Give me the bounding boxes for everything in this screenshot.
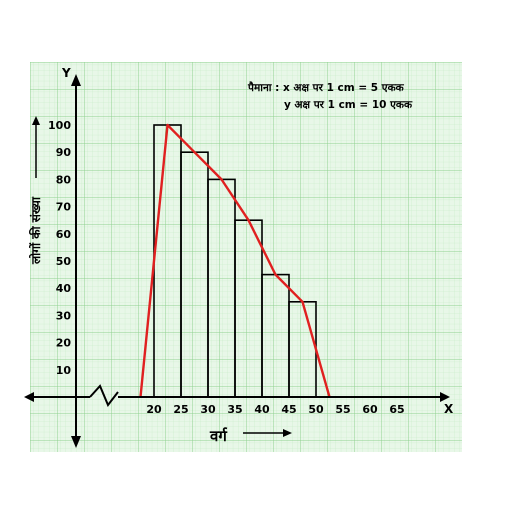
scale-line-2: y अक्ष पर 1 cm = 10 एकक xyxy=(284,99,413,111)
x-tick-labels: 20 25 30 35 40 45 50 55 60 65 xyxy=(146,403,404,416)
x-axis-label: वर्ग xyxy=(209,427,228,445)
y-tick-label: 50 xyxy=(56,255,72,268)
x-tick-label: 60 xyxy=(362,403,378,416)
scale-line-1: पैमाना : x अक्ष पर 1 cm = 5 एकक xyxy=(247,81,405,94)
y-tick-label: 10 xyxy=(56,364,72,377)
y-tick-label: 80 xyxy=(56,173,72,186)
x-tick-label: 65 xyxy=(389,403,404,416)
x-tick-label: 20 xyxy=(146,403,162,416)
y-axis-arrow-bottom xyxy=(71,436,81,448)
y-tick-label: 60 xyxy=(56,228,72,241)
x-axis-arrow-right xyxy=(440,392,450,402)
x-label-arrow-head xyxy=(283,429,292,437)
x-axis-arrow-left xyxy=(24,392,34,402)
y-tick-label: 90 xyxy=(56,146,72,159)
y-tick-label: 40 xyxy=(56,282,72,295)
y-tick-label: 70 xyxy=(56,201,72,214)
x-tick-label: 30 xyxy=(200,403,216,416)
x-tick-label: 40 xyxy=(254,403,270,416)
y-tick-labels: 10 20 30 40 50 60 70 80 90 100 xyxy=(48,119,71,377)
y-label-arrow-head xyxy=(32,116,40,125)
y-axis-label: लोगों की संख्या xyxy=(29,196,43,265)
y-axis-letter: Y xyxy=(61,66,71,80)
y-tick-label: 20 xyxy=(56,337,72,350)
x-axis-break xyxy=(89,384,119,407)
x-tick-label: 35 xyxy=(227,403,242,416)
x-tick-label: 45 xyxy=(281,403,296,416)
y-tick-label: 100 xyxy=(48,119,71,132)
x-tick-label: 25 xyxy=(173,403,188,416)
graph-paper-grid xyxy=(30,62,462,452)
x-tick-label: 50 xyxy=(308,403,324,416)
x-axis-letter: X xyxy=(444,402,454,416)
polygon-layer xyxy=(139,123,331,398)
x-tick-label: 55 xyxy=(335,403,350,416)
frequency-polygon xyxy=(139,123,331,398)
y-axis-arrow-top xyxy=(71,74,81,86)
y-tick-label: 30 xyxy=(56,309,72,322)
